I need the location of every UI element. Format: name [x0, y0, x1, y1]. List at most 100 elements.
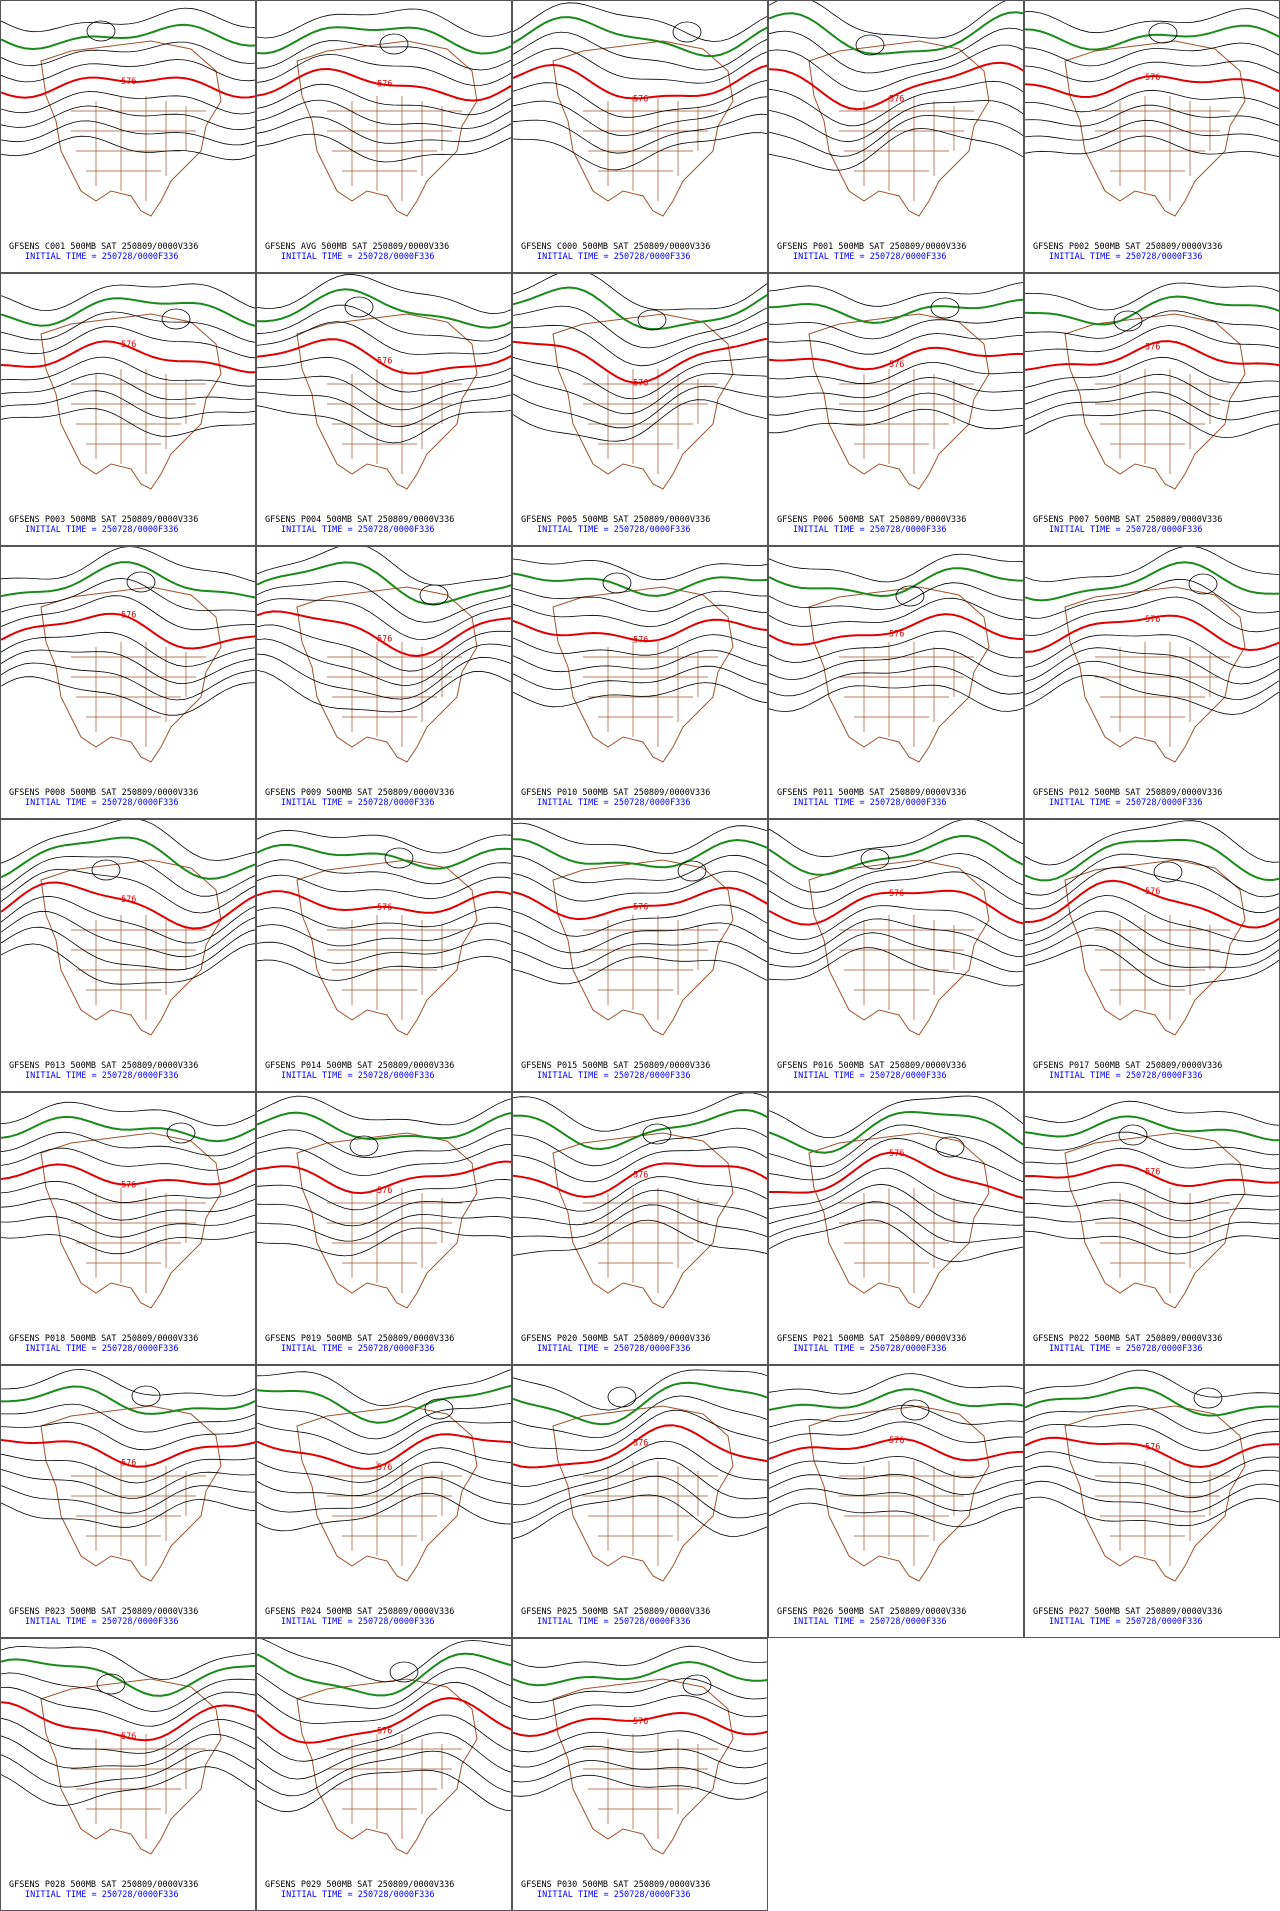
contour-label: 576: [121, 1458, 136, 1468]
contour: [1025, 60, 1279, 83]
contour: [1, 91, 255, 115]
contour-label: 576: [377, 634, 392, 644]
map: 576 GFSENS P029 500MB SAT 250809/0000V336…: [257, 1639, 511, 1900]
contour-label: 576: [377, 903, 392, 913]
contour: [1, 1231, 255, 1255]
initial-time: INITIAL TIME = 250728/0000F336: [537, 525, 691, 535]
low-center: [895, 585, 925, 607]
state-borders: [839, 369, 974, 474]
low-center: [930, 297, 960, 319]
contour: [261, 1639, 511, 1683]
contour: [257, 906, 511, 929]
contour: [513, 1395, 767, 1439]
contour-576: [769, 1437, 1023, 1462]
low-center: [161, 308, 191, 330]
panel-label: GFSENS P011 500MB SAT 250809/0000V336: [777, 788, 966, 798]
state-borders: [839, 1188, 974, 1293]
contour: [257, 598, 511, 640]
contour: [1, 311, 255, 343]
contour-label: 576: [889, 94, 904, 104]
panel-label: GFSENS P002 500MB SAT 250809/0000V336: [1033, 242, 1222, 252]
map: 576 GFSENS P026 500MB SAT 250809/0000V336…: [769, 1373, 1023, 1627]
contour: [513, 2, 767, 42]
contour: [1, 283, 255, 312]
contour: [769, 317, 1023, 340]
coastline: [1064, 313, 1246, 490]
low-center: [860, 848, 890, 870]
state-borders: [71, 1461, 206, 1566]
contour: [513, 956, 767, 985]
contour: [1, 1646, 255, 1680]
contour: [1025, 895, 1279, 943]
contour: [257, 1213, 511, 1242]
contour: [1, 373, 255, 401]
contour: [769, 871, 1023, 910]
contour-label: 576: [377, 357, 392, 367]
contour-552: [769, 1110, 1023, 1154]
contour-552: [1025, 838, 1279, 882]
contour-552: [257, 1652, 511, 1697]
map-panel: 576 GFSENS P020 500MB SAT 250809/0000V336…: [512, 1092, 768, 1365]
contour: [513, 588, 767, 612]
map-panel: 576 GFSENS P009 500MB SAT 250809/0000V336…: [256, 546, 512, 819]
contour: [513, 1146, 767, 1183]
contour-label: 576: [377, 80, 392, 90]
low-center: [672, 21, 702, 43]
contour: [1025, 578, 1279, 619]
coastline: [296, 40, 478, 217]
state-borders: [1095, 1461, 1230, 1566]
contour: [257, 1667, 511, 1709]
contour: [257, 321, 511, 355]
map-panel: 576 GFSENS P030 500MB SAT 250809/0000V336…: [512, 1638, 768, 1911]
map-panel: 576 GFSENS P013 500MB SAT 250809/0000V336…: [0, 819, 256, 1092]
contour-552: [513, 1108, 767, 1151]
map-panel: 576 GFSENS P028 500MB SAT 250809/0000V336…: [0, 1638, 256, 1911]
contour: [513, 274, 767, 311]
map-panel: 576 GFSENS P001 500MB SAT 250809/0000V336…: [768, 0, 1024, 273]
map: 576 GFSENS P007 500MB SAT 250809/0000V336…: [1025, 282, 1279, 535]
state-borders: [1095, 642, 1230, 747]
contour: [257, 304, 511, 342]
map-panel: 576 GFSENS P018 500MB SAT 250809/0000V336…: [0, 1092, 256, 1365]
contour: [257, 116, 511, 144]
contour-576: [257, 67, 511, 102]
contour: [1025, 104, 1279, 127]
map: 576 GFSENS P027 500MB SAT 250809/0000V336…: [1025, 1369, 1279, 1627]
contour: [513, 1494, 767, 1539]
map: 576 GFSENS P022 500MB SAT 250809/0000V336…: [1025, 1100, 1279, 1354]
contour: [257, 1197, 511, 1227]
contour: [1025, 1216, 1279, 1239]
contour: [513, 1695, 767, 1720]
map: 576 GFSENS P010 500MB SAT 250809/0000V336…: [513, 558, 767, 808]
coastline: [40, 313, 222, 490]
contour: [513, 940, 767, 970]
contour: [1, 1147, 255, 1171]
state-borders: [71, 1734, 206, 1839]
contour: [1, 1498, 255, 1528]
contour: [769, 392, 1023, 416]
map: 576 GFSENS P004 500MB SAT 250809/0000V336…: [257, 274, 511, 535]
contour: [1, 1101, 255, 1127]
contour-552: [257, 26, 511, 55]
panel-label: GFSENS P010 500MB SAT 250809/0000V336: [521, 788, 710, 798]
map: 576 GFSENS P023 500MB SAT 250809/0000V336…: [1, 1368, 255, 1627]
contour-label: 576: [889, 630, 904, 640]
coastline: [552, 1405, 734, 1582]
contour-576: [1, 340, 255, 374]
contour: [1025, 391, 1279, 421]
contour: [1, 868, 255, 914]
contour-label: 576: [633, 1717, 648, 1727]
map: 576 GFSENS P002 500MB SAT 250809/0000V336…: [1025, 8, 1279, 262]
coastline: [40, 586, 222, 763]
contour: [257, 1750, 511, 1797]
contour: [1, 408, 255, 437]
contour: [1025, 119, 1279, 142]
map: 576 GFSENS P017 500MB SAT 250809/0000V336…: [1025, 820, 1279, 1081]
contour: [513, 1189, 767, 1226]
contour-576: [513, 886, 767, 921]
contour: [513, 1678, 767, 1704]
contour: [257, 955, 511, 981]
initial-time: INITIAL TIME = 250728/0000F336: [25, 1617, 179, 1627]
contour: [513, 31, 767, 71]
contour: [1025, 910, 1279, 956]
